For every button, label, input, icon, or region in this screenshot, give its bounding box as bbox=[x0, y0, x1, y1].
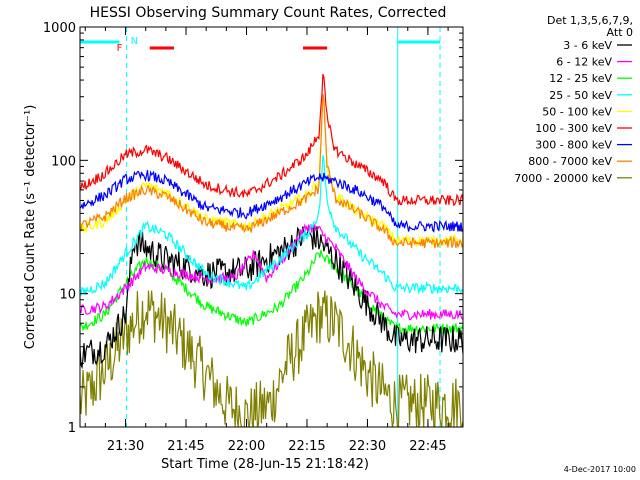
legend-label-6: 300 - 800 keV bbox=[535, 139, 612, 152]
legend-label-1: 6 - 12 keV bbox=[556, 56, 612, 69]
series-line-1 bbox=[80, 223, 463, 321]
legend: Det 1,3,5,6,7,9,Att 03 - 6 keV 6 - 12 keV… bbox=[514, 14, 633, 185]
data-series bbox=[80, 73, 463, 427]
series-line-6 bbox=[80, 169, 463, 233]
x-tick-label-5: 22:45 bbox=[409, 439, 446, 454]
night-flag-label: N bbox=[131, 36, 138, 47]
series-line-5 bbox=[80, 73, 463, 207]
legend-label-3: 25 - 50 keV bbox=[549, 89, 612, 102]
y-tick-label-3: 1000 bbox=[43, 21, 76, 36]
y-tick-label-1: 10 bbox=[59, 288, 76, 303]
legend-header-1: Att 0 bbox=[607, 26, 633, 39]
x-tick-label-1: 21:45 bbox=[167, 439, 204, 454]
legend-label-0: 3 - 6 keV bbox=[563, 39, 612, 52]
legend-label-7: 800 - 7000 keV bbox=[528, 155, 612, 168]
y-tick-label-0: 1 bbox=[68, 421, 76, 436]
x-tick-label-3: 22:15 bbox=[288, 439, 325, 454]
axes: 21:30 21:45 22:00 22:15 22:30 22:45 1 10 100 1000 bbox=[43, 21, 463, 454]
flare-flag-label: F bbox=[117, 43, 123, 54]
legend-label-4: 50 - 100 keV bbox=[542, 105, 612, 118]
y-tick-label-2: 100 bbox=[51, 154, 76, 169]
x-tick-label-0: 21:30 bbox=[107, 439, 144, 454]
x-tick-label-2: 22:00 bbox=[228, 439, 265, 454]
series-line-7 bbox=[80, 94, 463, 249]
legend-label-5: 100 - 300 keV bbox=[535, 122, 612, 135]
chart-title: HESSI Observing Summary Count Rates, Cor… bbox=[90, 5, 447, 21]
legend-header-0: Det 1,3,5,6,7,9, bbox=[547, 14, 633, 27]
footer-date: 4-Dec-2017 10:00 bbox=[564, 465, 636, 474]
series-line-8 bbox=[80, 290, 463, 427]
x-axis-label: Start Time (28-Jun-15 21:18:42) bbox=[161, 457, 369, 472]
x-tick-label-4: 22:30 bbox=[349, 439, 386, 454]
series-line-3 bbox=[80, 155, 463, 296]
legend-label-2: 12 - 25 keV bbox=[549, 72, 612, 85]
plot-frame bbox=[79, 26, 464, 428]
y-axis-label: Corrected Count Rate (s⁻¹ detector⁻¹) bbox=[23, 105, 38, 350]
legend-label-8: 7000 - 20000 keV bbox=[514, 172, 612, 185]
series-line-4 bbox=[80, 98, 463, 248]
